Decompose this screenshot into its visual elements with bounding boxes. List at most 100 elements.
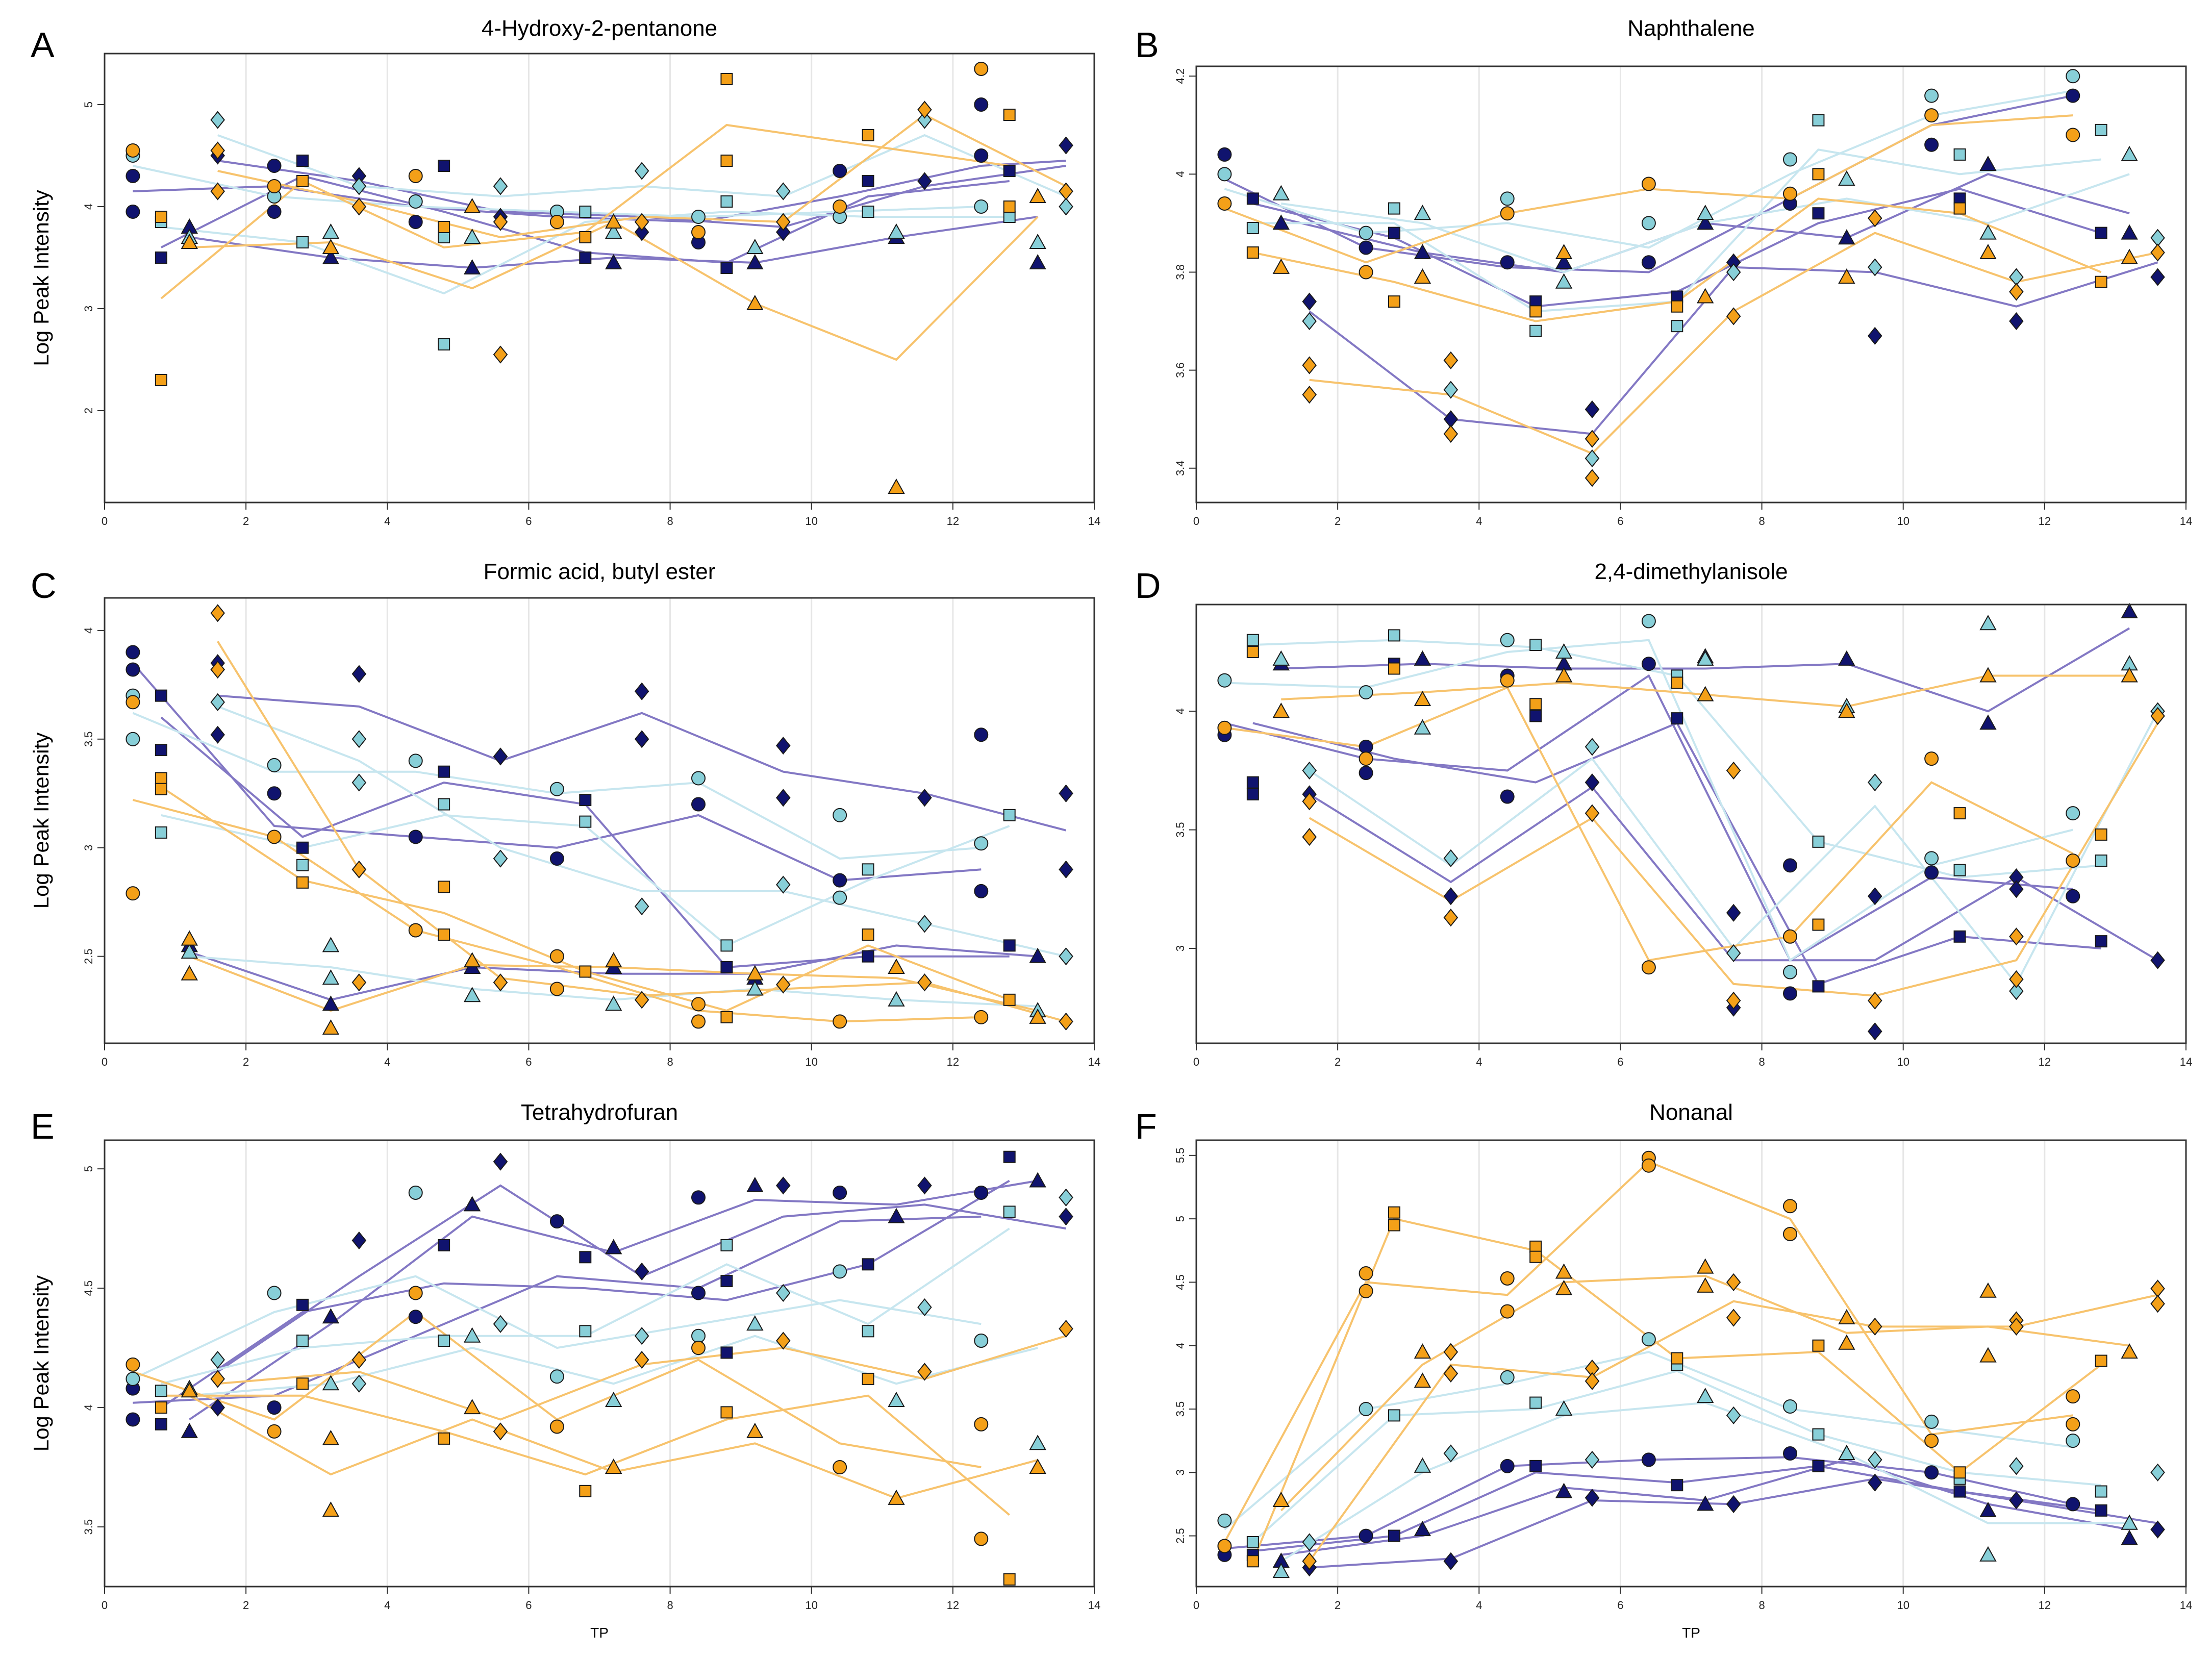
data-point-navy-circle <box>1500 789 1515 804</box>
y-tick-label: 2.5 <box>1174 1528 1187 1544</box>
data-point-navy-triangle <box>1029 254 1046 269</box>
data-point-orange-circle <box>2066 853 2080 868</box>
data-point-sky-diamond <box>1585 1450 1600 1469</box>
data-point-navy-circle <box>408 830 423 844</box>
data-point-navy-triangle <box>1697 1495 1714 1511</box>
data-point-navy-diamond <box>2150 951 2165 969</box>
data-point-orange-square <box>1953 807 1966 820</box>
data-point-sky-diamond <box>1867 773 1882 792</box>
data-point-sky-triangle <box>322 223 340 239</box>
data-point-navy-triangle <box>1979 1501 1997 1517</box>
data-point-sky-circle <box>1359 685 1373 699</box>
data-point-navy-triangle <box>2121 1529 2138 1545</box>
x-tick-label: 10 <box>805 1599 817 1612</box>
y-tick-label: 3 <box>82 845 95 851</box>
x-tick-label: 2 <box>243 515 249 527</box>
data-point-navy-circle <box>1359 240 1373 255</box>
data-point-navy-diamond <box>1867 1022 1882 1041</box>
data-point-navy-square <box>720 262 733 274</box>
data-point-orange-circle <box>1359 751 1373 766</box>
data-point-sky-circle <box>408 1185 423 1200</box>
data-point-orange-diamond <box>210 660 225 679</box>
data-point-orange-circle <box>1641 1158 1656 1173</box>
data-point-navy-square <box>720 1275 733 1288</box>
x-tick-label: 6 <box>1617 515 1623 527</box>
data-point-orange-square <box>1388 295 1400 308</box>
data-point-navy-circle <box>691 1286 706 1300</box>
data-point-orange-triangle <box>605 1458 622 1474</box>
data-point-orange-triangle <box>1414 1343 1431 1359</box>
x-tick-label: 0 <box>1193 515 1199 527</box>
data-point-sky-circle <box>1359 225 1373 240</box>
data-point-navy-square <box>155 1418 167 1430</box>
data-point-sky-diamond <box>1302 312 1317 331</box>
data-point-navy-circle <box>125 1412 140 1427</box>
data-point-sky-square <box>438 231 450 243</box>
data-point-sky-circle <box>974 1334 989 1348</box>
data-point-orange-diamond <box>2009 1317 2024 1336</box>
data-point-sky-square <box>1246 634 1259 646</box>
data-point-navy-diamond <box>1585 1489 1600 1507</box>
data-point-sky-circle <box>549 1369 564 1384</box>
data-point-navy-triangle <box>1697 214 1714 230</box>
data-point-sky-circle <box>833 808 847 822</box>
data-point-sky-diamond <box>1302 1533 1317 1551</box>
data-point-orange-square <box>1671 676 1683 689</box>
data-point-sky-square <box>1953 864 1966 876</box>
data-point-orange-circle <box>1500 673 1515 688</box>
data-point-orange-diamond <box>1726 761 1741 780</box>
data-point-sky-square <box>862 863 874 876</box>
data-point-sky-square <box>2095 855 2107 867</box>
chart-title: Nonanal <box>1649 1100 1733 1125</box>
data-point-orange-diamond <box>210 604 225 622</box>
data-point-orange-triangle <box>888 958 905 974</box>
data-point-orange-triangle <box>1555 1263 1573 1279</box>
data-point-orange-circle <box>974 1010 989 1024</box>
panel-b: 0 2 4 6 8 10 12 14 3.4 3.6 3.8 4 4.2 B Naphthalene <box>1135 16 2192 527</box>
data-point-navy-circle <box>691 1190 706 1205</box>
x-tick-label: 6 <box>1617 1599 1623 1612</box>
data-point-orange-diamond <box>917 101 932 119</box>
data-point-navy-diamond <box>775 789 791 807</box>
x-axis-label: TP <box>590 1625 609 1641</box>
data-point-orange-circle <box>691 225 706 239</box>
x-tick-label: 10 <box>805 515 817 527</box>
data-point-orange-diamond <box>2009 927 2024 946</box>
data-point-navy-circle <box>125 205 140 219</box>
data-point-orange-diamond <box>1443 351 1459 369</box>
data-point-navy-square <box>579 794 592 807</box>
data-point-orange-square <box>579 965 592 978</box>
chart-title: 2,4-dimethylanisole <box>1594 559 1788 584</box>
data-point-orange-circle <box>1500 1304 1515 1319</box>
data-point-orange-diamond <box>1443 424 1459 443</box>
y-tick-label: 5 <box>82 1166 95 1172</box>
data-point-navy-circle <box>1641 1452 1656 1467</box>
data-point-sky-circle <box>1217 167 1232 182</box>
data-point-navy-circle <box>1924 865 1939 880</box>
data-points <box>125 1150 1073 1586</box>
data-point-orange-triangle <box>1979 1347 1997 1363</box>
data-point-navy-diamond <box>775 223 791 241</box>
x-tick-label: 0 <box>102 1056 108 1068</box>
data-point-navy-square <box>862 950 874 963</box>
data-point-sky-triangle <box>322 969 340 985</box>
data-point-orange-square <box>438 928 450 941</box>
data-point-navy-circle <box>974 148 989 163</box>
data-point-navy-triangle <box>1555 1483 1573 1498</box>
data-point-orange-diamond <box>1059 182 1073 200</box>
data-point-orange-square <box>1529 1250 1542 1263</box>
data-point-sky-diamond <box>1443 1444 1459 1463</box>
data-point-orange-triangle <box>322 1429 340 1445</box>
data-point-navy-square <box>1003 165 1016 177</box>
data-point-sky-circle <box>408 194 423 209</box>
data-point-navy-triangle <box>1414 650 1431 666</box>
data-point-orange-diamond <box>1726 991 1741 1010</box>
data-point-orange-square <box>1953 1466 1966 1479</box>
data-point-sky-triangle <box>1555 273 1573 289</box>
data-point-navy-diamond <box>775 1176 791 1195</box>
data-point-orange-circle <box>1217 1539 1232 1553</box>
data-point-navy-triangle <box>746 1176 764 1192</box>
y-tick-label: 5 <box>82 102 95 108</box>
x-tick-label: 0 <box>1193 1599 1199 1612</box>
y-axis-label: Log Peak Intensity <box>29 733 53 909</box>
